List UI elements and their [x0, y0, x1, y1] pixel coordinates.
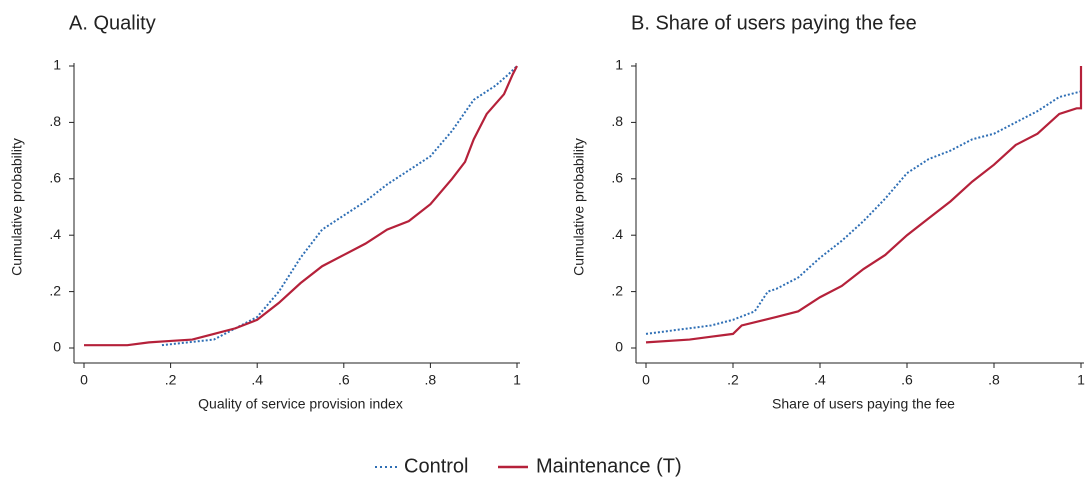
y-tick-label: .8: [611, 113, 623, 129]
chart-title: A. Quality: [69, 12, 156, 34]
x-tick-label: .6: [338, 372, 350, 388]
y-tick-label: .6: [49, 170, 61, 186]
x-tick-label: .6: [901, 372, 913, 388]
x-tick-label: .2: [165, 372, 177, 388]
y-tick-label: .6: [611, 170, 623, 186]
x-tick-label: .4: [251, 372, 263, 388]
cdf-line: [645, 90, 1082, 335]
cdf-line: [645, 66, 1083, 344]
y-tick-label: 1: [615, 57, 623, 73]
y-tick-label: .2: [49, 282, 61, 298]
x-axis-label: Share of users paying the fee: [772, 396, 955, 412]
y-tick-label: 0: [615, 339, 623, 355]
x-tick-label: 1: [513, 372, 521, 388]
chart-title: B. Share of users paying the fee: [631, 12, 917, 34]
x-tick-label: .8: [425, 372, 437, 388]
y-axis-label: Cumulative probability: [571, 138, 587, 276]
y-axis-label: Cumulative probability: [9, 138, 25, 276]
y-tick-label: 0: [53, 339, 61, 355]
x-tick-label: .2: [727, 372, 739, 388]
x-tick-label: 0: [642, 372, 650, 388]
x-tick-label: .8: [988, 372, 1000, 388]
cdf-line: [161, 65, 518, 347]
y-tick-label: .4: [49, 226, 61, 242]
y-tick-label: 1: [53, 57, 61, 73]
x-tick-label: 1: [1077, 372, 1085, 388]
legend-label: Control: [404, 455, 468, 477]
legend-label: Maintenance (T): [536, 455, 682, 477]
y-tick-label: .2: [611, 282, 623, 298]
cdf-line: [84, 65, 518, 347]
x-tick-label: .4: [814, 372, 826, 388]
y-tick-label: .8: [49, 113, 61, 129]
y-tick-label: .4: [611, 226, 623, 242]
x-axis-label: Quality of service provision index: [198, 396, 403, 412]
x-tick-label: 0: [80, 372, 88, 388]
